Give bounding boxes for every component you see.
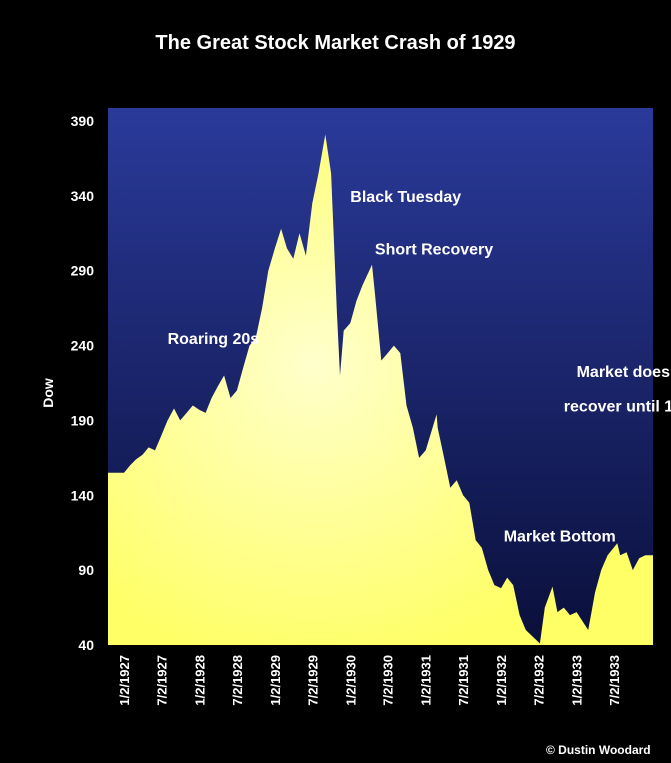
annotation-label: recover until 1954: [564, 399, 671, 416]
x-tick-label: 7/2/1932: [532, 655, 547, 706]
chart-title: The Great Stock Market Crash of 1929: [155, 32, 516, 54]
annotation-label: Roaring 20s: [168, 331, 260, 348]
y-tick-label: 40: [78, 637, 94, 653]
annotation-label: Market Bottom: [504, 529, 616, 546]
y-tick-label: 290: [71, 263, 95, 279]
x-tick-label: 7/2/1927: [154, 655, 169, 706]
dow-area-series: [108, 134, 653, 645]
x-tick-label: 1/2/1929: [268, 655, 283, 706]
x-tick-label: 1/2/1931: [419, 655, 434, 706]
x-tick-label: 1/2/1927: [117, 655, 132, 706]
y-tick-label: 340: [71, 188, 95, 204]
annotation-label: Market doesn't: [577, 364, 671, 381]
y-tick-label: 140: [71, 487, 95, 503]
x-tick-label: 7/2/1928: [230, 655, 245, 706]
x-tick-label: 7/2/1933: [607, 655, 622, 706]
x-tick-label: 7/2/1930: [381, 655, 396, 706]
credit-text: © Dustin Woodard: [546, 743, 651, 757]
x-tick-label: 1/2/1928: [192, 655, 207, 706]
x-tick-label: 7/2/1931: [456, 655, 471, 706]
x-tick-label: 1/2/1932: [494, 655, 509, 706]
y-tick-label: 90: [78, 562, 94, 578]
annotation-label: Short Recovery: [375, 241, 493, 258]
x-tick-label: 7/2/1929: [305, 655, 320, 706]
x-tick-label: 1/2/1933: [570, 655, 585, 706]
y-tick-label: 190: [71, 412, 95, 428]
annotation-label: Black Tuesday: [350, 189, 461, 206]
y-tick-label: 390: [71, 113, 95, 129]
x-tick-label: 1/2/1930: [343, 655, 358, 706]
y-tick-label: 240: [71, 338, 95, 354]
